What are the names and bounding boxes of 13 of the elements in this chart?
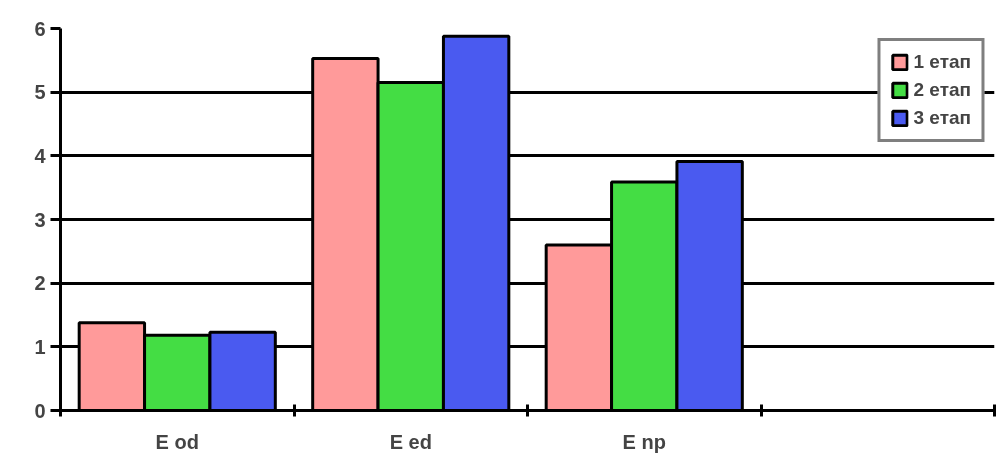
y-tick-label: 0 [34,399,46,422]
x-tick-label: E od [155,430,199,453]
y-tick-label: 3 [34,208,46,231]
y-tick-label: 5 [34,81,46,104]
legend-label: 2 етап [913,79,971,101]
y-tick-label: 1 [34,335,46,358]
legend-label: 1 етап [913,51,971,73]
y-tick-label: 6 [34,17,46,40]
y-tick-label: 2 [34,272,46,295]
y-tick-label: 4 [34,144,47,167]
x-tick-label: E ed [389,430,432,453]
legend-label: 3 етап [913,107,971,129]
x-tick-label: E np [622,430,666,453]
